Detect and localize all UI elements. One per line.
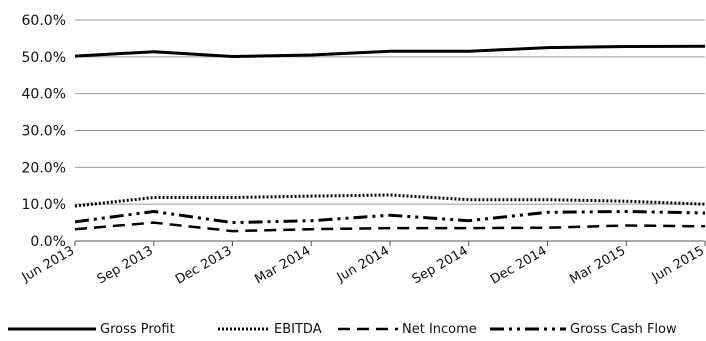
y-tick-label: 20.0% (22, 160, 66, 176)
x-tick-label: Mar 2015 (567, 243, 628, 287)
y-tick-label: 50.0% (22, 50, 66, 66)
legend-label: Gross Profit (100, 322, 175, 337)
y-tick-label: 60.0% (22, 13, 66, 29)
y-tick-label: 0.0% (30, 234, 66, 250)
y-tick-label: 30.0% (22, 124, 66, 140)
series-line-net-income (74, 221, 706, 233)
x-tick-label: Dec 2014 (488, 243, 550, 287)
x-tick-label: Sep 2014 (410, 243, 471, 287)
y-tick-label: 10.0% (22, 197, 66, 213)
x-tick-label: Dec 2013 (173, 243, 235, 287)
x-axis: Jun 2013 Sep 2013 Dec 2013 Mar 2014 Jun 2014… (19, 240, 706, 288)
x-tick-label: Jun 2015 (649, 243, 706, 285)
x-tick-label: Jun 2014 (334, 243, 392, 285)
legend: Gross Profit EBITDA Net Income Gross Cash F… (8, 322, 677, 337)
legend-label: Gross Cash Flow (570, 322, 677, 337)
series-line-ebitda (74, 193, 706, 208)
y-axis: 0.0% 10.0% 20.0% 30.0% 40.0% 50.0% 60.0% (22, 13, 66, 250)
gridlines (75, 19, 705, 242)
series-line-gross-cash-flow (74, 210, 706, 225)
x-tick-label: Sep 2013 (95, 243, 156, 287)
x-tick-label: Mar 2014 (252, 243, 313, 287)
series-lines (74, 44, 706, 233)
y-tick-label: 40.0% (22, 87, 66, 103)
legend-label: Net Income (402, 322, 477, 337)
legend-label: EBITDA (274, 322, 322, 337)
